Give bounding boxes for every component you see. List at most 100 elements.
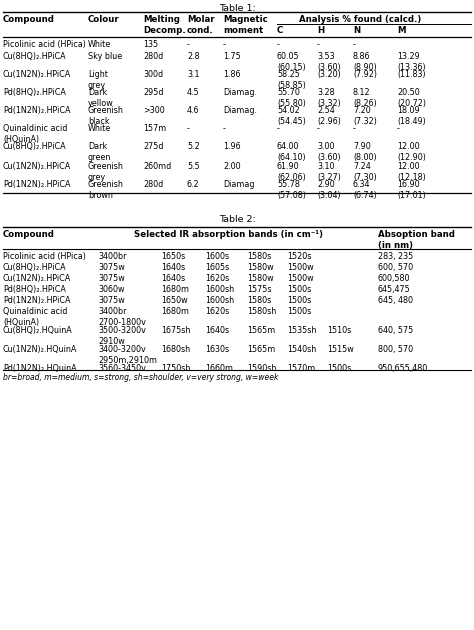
Text: H: H bbox=[317, 26, 324, 35]
Text: White: White bbox=[88, 124, 111, 133]
Text: Cu(1N2N)₂.HQuinA: Cu(1N2N)₂.HQuinA bbox=[3, 345, 77, 354]
Text: br=broad, m=medium, s=strong, sh=shoulder, v=very strong, w=week: br=broad, m=medium, s=strong, sh=shoulde… bbox=[3, 373, 278, 382]
Text: 3400br
2700-1800v: 3400br 2700-1800v bbox=[98, 307, 146, 328]
Text: 4.5: 4.5 bbox=[187, 88, 200, 97]
Text: Compound: Compound bbox=[3, 230, 55, 239]
Text: Table 2:: Table 2: bbox=[219, 215, 255, 224]
Text: 3060w: 3060w bbox=[98, 285, 125, 294]
Text: 2.00: 2.00 bbox=[223, 162, 241, 171]
Text: 1.86: 1.86 bbox=[223, 70, 240, 79]
Text: 1500w: 1500w bbox=[287, 263, 314, 272]
Text: 7.20
(7.32): 7.20 (7.32) bbox=[353, 106, 377, 127]
Text: 60.05
(60.15): 60.05 (60.15) bbox=[277, 52, 306, 72]
Text: 1580w: 1580w bbox=[247, 274, 273, 283]
Text: 300d: 300d bbox=[143, 70, 163, 79]
Text: 55.78
(57.08): 55.78 (57.08) bbox=[277, 180, 306, 200]
Text: 1515w: 1515w bbox=[327, 345, 354, 354]
Text: 600,580: 600,580 bbox=[378, 274, 410, 283]
Text: 600, 570: 600, 570 bbox=[378, 263, 413, 272]
Text: 1680m: 1680m bbox=[161, 307, 189, 316]
Text: 1.96: 1.96 bbox=[223, 142, 241, 151]
Text: -: - bbox=[187, 124, 190, 133]
Text: 7.24
(7.30): 7.24 (7.30) bbox=[353, 162, 377, 183]
Text: 645, 480: 645, 480 bbox=[378, 296, 413, 305]
Text: Cu(1N2N)₂.HPiCA: Cu(1N2N)₂.HPiCA bbox=[3, 274, 71, 283]
Text: 1565m: 1565m bbox=[247, 345, 275, 354]
Text: 5.2: 5.2 bbox=[187, 142, 200, 151]
Text: Pd(8HQ)₂.HPiCA: Pd(8HQ)₂.HPiCA bbox=[3, 285, 66, 294]
Text: 55.70
(55.80): 55.70 (55.80) bbox=[277, 88, 306, 108]
Text: 1605s: 1605s bbox=[205, 263, 229, 272]
Text: 3560-3450v: 3560-3450v bbox=[98, 364, 146, 373]
Text: Dark
yellow: Dark yellow bbox=[88, 88, 114, 108]
Text: 1500s: 1500s bbox=[327, 364, 351, 373]
Text: (11.83): (11.83) bbox=[397, 70, 426, 79]
Text: 1580s: 1580s bbox=[247, 252, 271, 261]
Text: Pd(1N2N)₂.HPiCA: Pd(1N2N)₂.HPiCA bbox=[3, 106, 71, 115]
Text: 950,655,480: 950,655,480 bbox=[378, 364, 428, 373]
Text: 1500s: 1500s bbox=[287, 285, 311, 294]
Text: -: - bbox=[187, 40, 190, 49]
Text: (3.20): (3.20) bbox=[317, 70, 341, 79]
Text: Pd(1N2N)₂.HQuinA: Pd(1N2N)₂.HQuinA bbox=[3, 364, 77, 373]
Text: 3.53
(3.60): 3.53 (3.60) bbox=[317, 52, 341, 72]
Text: Compound: Compound bbox=[3, 15, 55, 24]
Text: 295d: 295d bbox=[143, 88, 164, 97]
Text: 7.90
(8.00): 7.90 (8.00) bbox=[353, 142, 377, 163]
Text: 1500s: 1500s bbox=[287, 307, 311, 316]
Text: 3500-3200v
2910w: 3500-3200v 2910w bbox=[98, 326, 146, 347]
Text: 6.34
(6.74): 6.34 (6.74) bbox=[353, 180, 377, 200]
Text: 4.6: 4.6 bbox=[187, 106, 200, 115]
Text: 640, 575: 640, 575 bbox=[378, 326, 413, 335]
Text: 16.90
(17.01): 16.90 (17.01) bbox=[397, 180, 426, 200]
Text: 1500w: 1500w bbox=[287, 274, 314, 283]
Text: Greenish
grey: Greenish grey bbox=[88, 162, 124, 183]
Text: White: White bbox=[88, 40, 111, 49]
Text: 1640s: 1640s bbox=[205, 326, 229, 335]
Text: 157m: 157m bbox=[143, 124, 166, 133]
Text: >300: >300 bbox=[143, 106, 165, 115]
Text: 645,475: 645,475 bbox=[378, 285, 411, 294]
Text: 64.00
(64.10): 64.00 (64.10) bbox=[277, 142, 306, 163]
Text: Quinaldinic acid
(HQuinA): Quinaldinic acid (HQuinA) bbox=[3, 307, 67, 328]
Text: 8.12
(8.26): 8.12 (8.26) bbox=[353, 88, 377, 108]
Text: moment: moment bbox=[223, 26, 263, 35]
Text: -: - bbox=[223, 124, 226, 133]
Text: 3.1: 3.1 bbox=[187, 70, 200, 79]
Text: -: - bbox=[317, 124, 320, 133]
Text: 3400br: 3400br bbox=[98, 252, 127, 261]
Text: 6.2: 6.2 bbox=[187, 180, 200, 189]
Text: 1590sh: 1590sh bbox=[247, 364, 276, 373]
Text: M: M bbox=[397, 26, 405, 35]
Text: 1.75: 1.75 bbox=[223, 52, 241, 61]
Text: 3075w: 3075w bbox=[98, 263, 125, 272]
Text: C: C bbox=[277, 26, 283, 35]
Text: Picolinic acid (HPica): Picolinic acid (HPica) bbox=[3, 40, 86, 49]
Text: 1640s: 1640s bbox=[161, 263, 185, 272]
Text: 275d: 275d bbox=[143, 142, 164, 151]
Text: 18.09
(18.49): 18.09 (18.49) bbox=[397, 106, 426, 127]
Text: 280d: 280d bbox=[143, 180, 163, 189]
Text: Pd(1N2N)₂.HPiCA: Pd(1N2N)₂.HPiCA bbox=[3, 296, 71, 305]
Text: 800, 570: 800, 570 bbox=[378, 345, 413, 354]
Text: 1580w: 1580w bbox=[247, 263, 273, 272]
Text: 1650s: 1650s bbox=[161, 252, 185, 261]
Text: Cu(8HQ)₂.HQuinA: Cu(8HQ)₂.HQuinA bbox=[3, 326, 73, 335]
Text: 1500s: 1500s bbox=[287, 296, 311, 305]
Text: cond.: cond. bbox=[187, 26, 214, 35]
Text: 1565m: 1565m bbox=[247, 326, 275, 335]
Text: 1675sh: 1675sh bbox=[161, 326, 191, 335]
Text: -: - bbox=[277, 124, 280, 133]
Text: 1620s: 1620s bbox=[205, 274, 229, 283]
Text: Picolinic acid (HPica): Picolinic acid (HPica) bbox=[3, 252, 86, 261]
Text: 20.50
(20.72): 20.50 (20.72) bbox=[397, 88, 426, 108]
Text: Cu(8HQ)₂.HPiCA: Cu(8HQ)₂.HPiCA bbox=[3, 142, 67, 151]
Text: -: - bbox=[277, 40, 280, 49]
Text: 3075w: 3075w bbox=[98, 296, 125, 305]
Text: Table 1:: Table 1: bbox=[219, 4, 255, 13]
Text: 1580s: 1580s bbox=[247, 296, 271, 305]
Text: 2.8: 2.8 bbox=[187, 52, 200, 61]
Text: Colour: Colour bbox=[88, 15, 120, 24]
Text: Greenish
brown: Greenish brown bbox=[88, 180, 124, 200]
Text: Diamag.: Diamag. bbox=[223, 106, 257, 115]
